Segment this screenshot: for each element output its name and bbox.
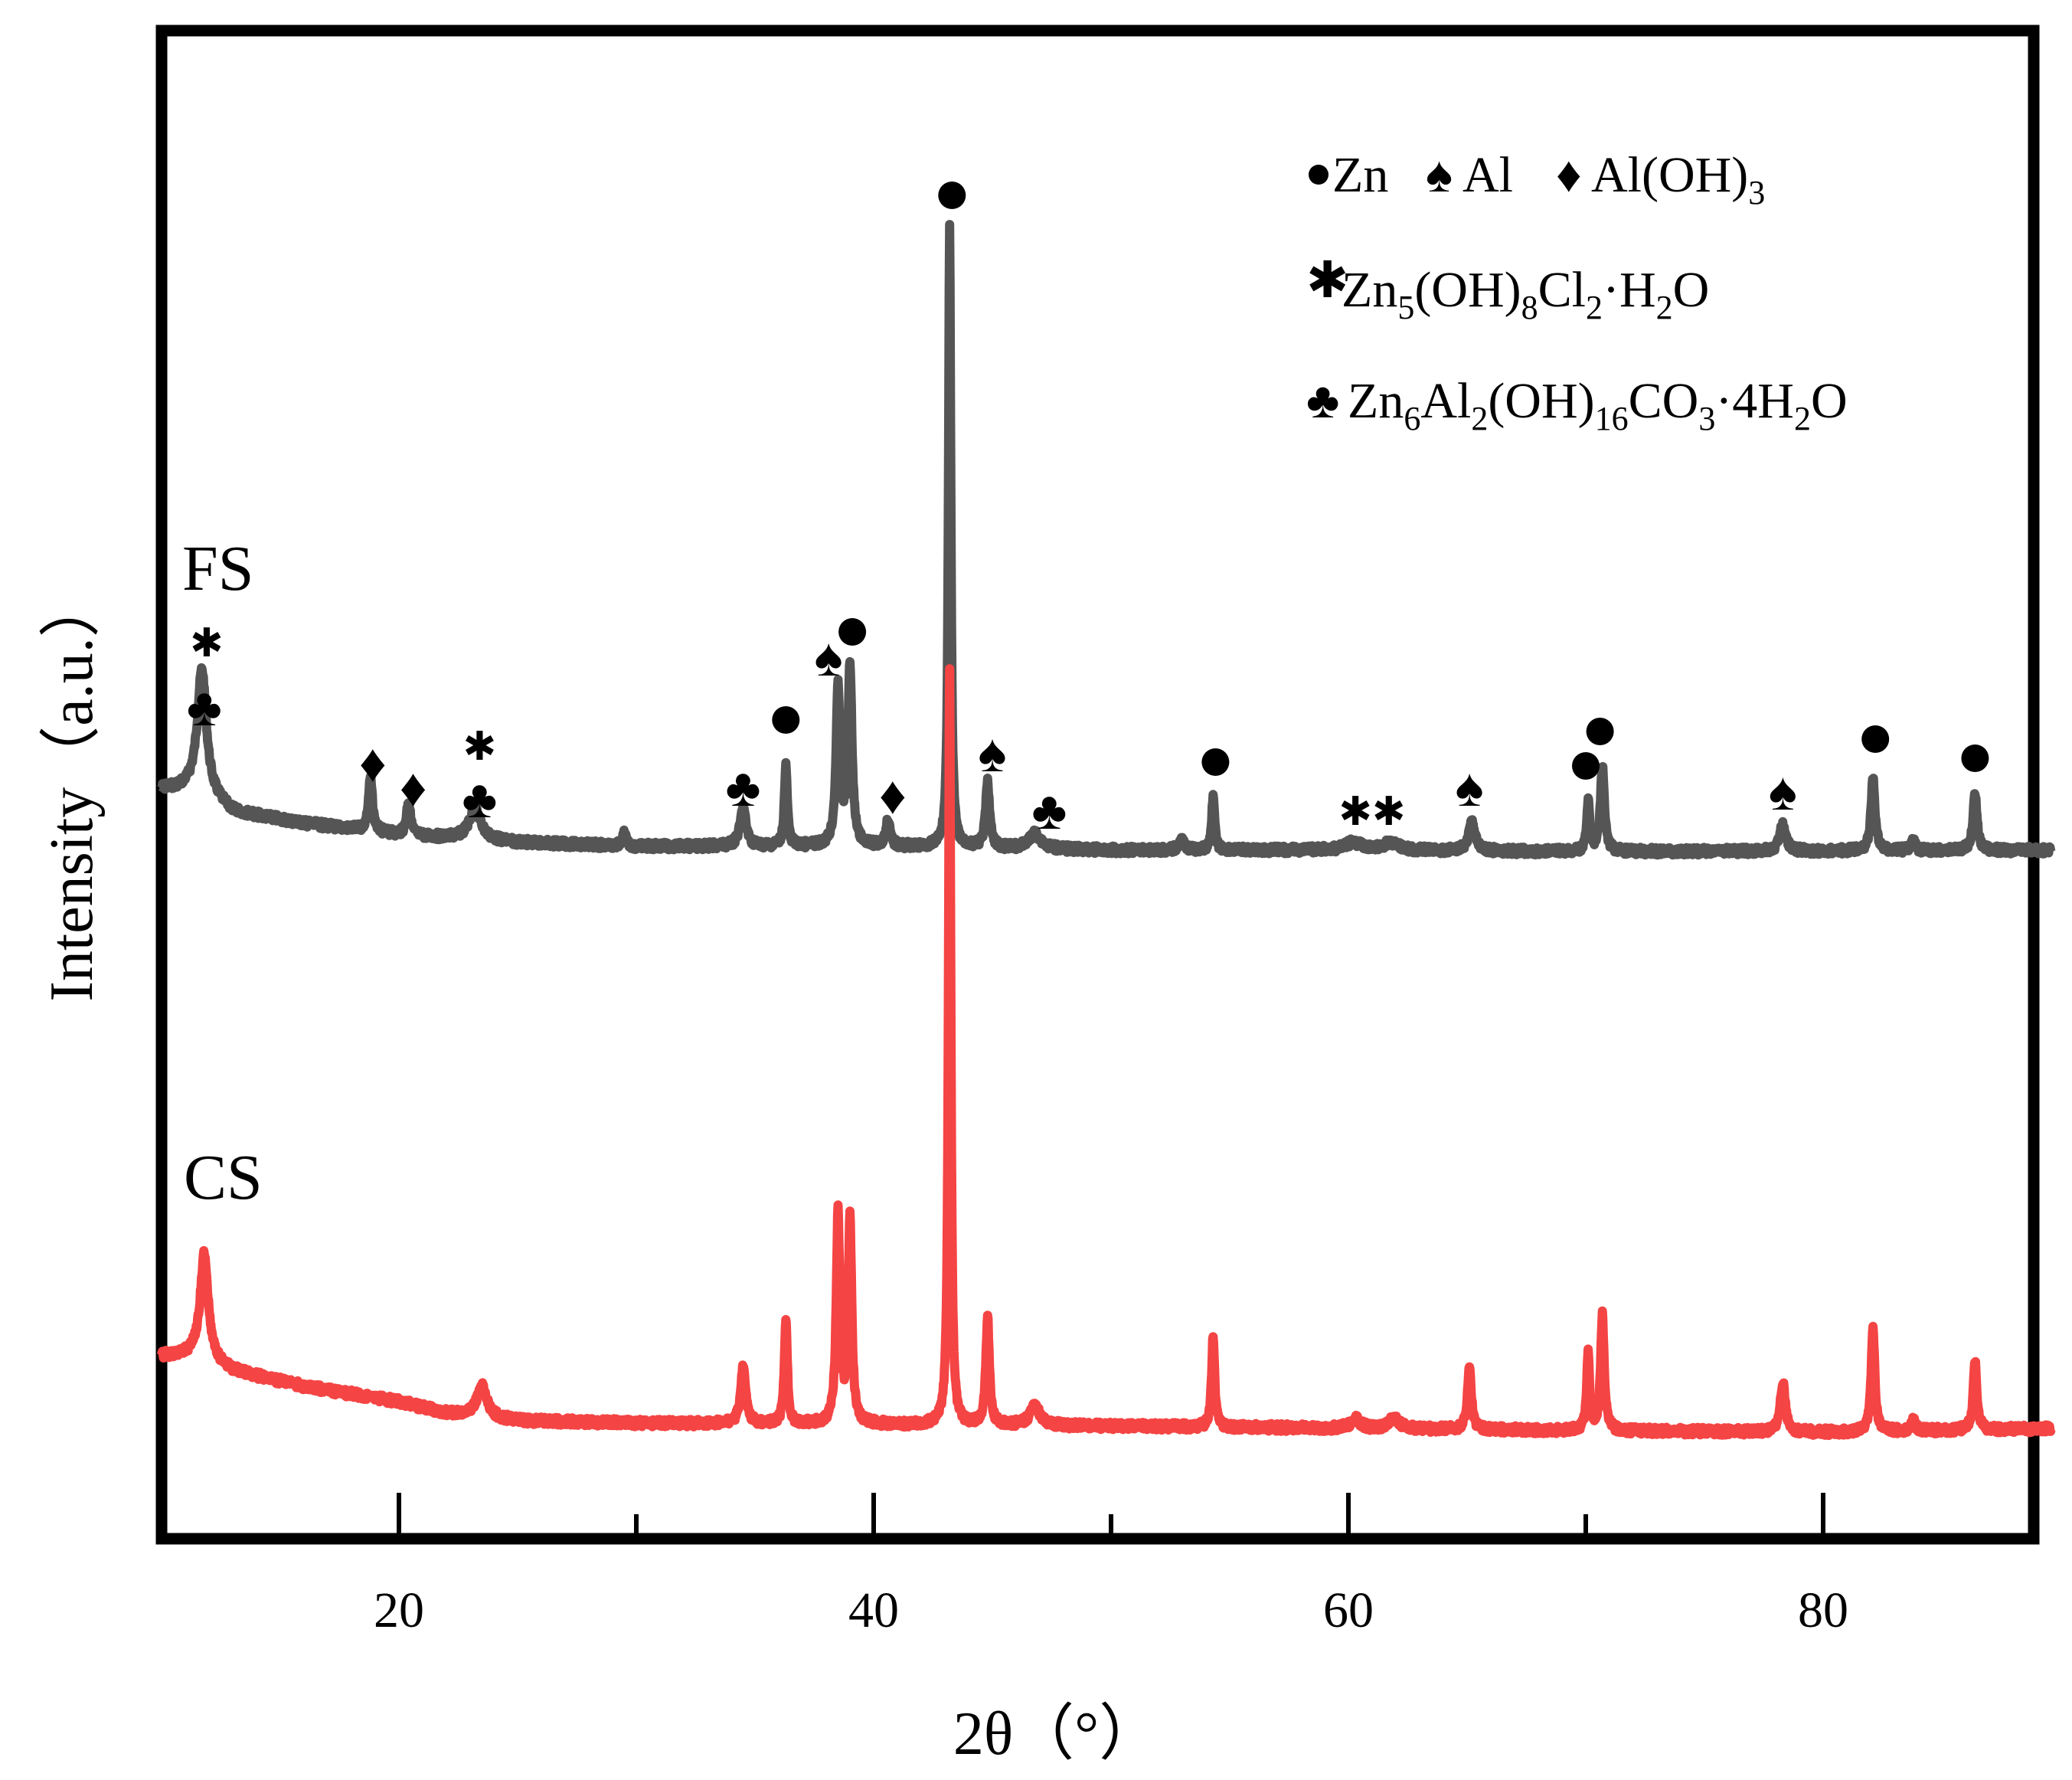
x-tick-labels: 20 40 60 80 [374,1582,1848,1638]
x-tick-label-80: 80 [1798,1582,1848,1638]
club-icon: ♣ [726,759,761,818]
x-tick-label-40: 40 [848,1582,899,1638]
club-icon: ♣ [462,771,497,829]
legend-row-1: Zn ♠ Al ♦ Al(OH)3 [1309,147,1765,211]
asterisk-icon: ✱ [190,622,224,666]
spade-icon: ♠ [1426,147,1453,203]
circle-icon [1861,725,1890,753]
diamond-icon: ♦ [359,735,387,793]
phase-markers: ✱♣♦ ♦✱♣ ♣♠♦♠♣ ✱✱ ♠ ♠ [187,182,1989,841]
diamond-icon: ♦ [400,759,427,818]
x-axis-ticks [397,1493,1825,1539]
circle-icon [838,618,867,646]
circle-icon [772,706,800,734]
legend-label-al: Al [1462,147,1513,203]
spade-icon: ♠ [815,629,843,688]
series-label-cs: CS [184,1142,263,1213]
circle-icon [938,182,966,209]
diamond-icon: ♦ [879,767,907,826]
asterisk-icon: ✱✱ [1338,790,1405,834]
series-label-fs: FS [182,533,253,604]
subscript: 3 [1748,174,1765,211]
svg-text:Al(OH)3: Al(OH)3 [1591,147,1765,211]
series-curves [157,220,2056,1441]
asterisk-icon: ✱ [1306,253,1348,309]
spade-icon: ♠ [1456,759,1484,818]
svg-text:Al: Al [1462,147,1513,203]
x-tick-label-60: 60 [1323,1582,1374,1638]
legend-label-zn6al2oh16co3: Zn6Al2(OH)16CO3·4H2O [1348,373,1848,437]
legend-label-zn5oh8cl2: Zn5(OH)8Cl2·H2O [1342,262,1709,326]
y-axis-title: Intensity（a.u.） [38,576,106,1001]
svg-text:Zn: Zn [1332,147,1388,203]
club-icon: ♣ [1306,373,1339,429]
legend-row-2: ✱ Zn5(OH)8Cl2·H2O [1306,253,1709,326]
series-fs-line [157,220,2056,860]
club-icon: ♣ [187,679,222,738]
series-cs-line [157,664,2056,1441]
legend-label-aloh3: Al(OH) [1591,147,1748,203]
plot-frame [155,25,2040,1545]
circle-icon [1961,744,1989,772]
x-axis-title: 2θ（°） [953,1700,1160,1768]
legend-row-3: ♣ Zn6Al2(OH)16CO3·4H2O [1306,373,1848,437]
circle-icon [1309,165,1328,185]
club-icon: ♣ [1031,782,1067,841]
spade-icon: ♠ [978,725,1006,784]
circle-icon [1586,718,1614,745]
spade-icon: ♠ [1769,763,1797,822]
asterisk-icon: ✱ [463,725,497,769]
legend-label-zn: Zn [1332,147,1388,203]
x-tick-label-20: 20 [374,1582,424,1638]
circle-icon [1572,752,1600,780]
circle-icon [1201,748,1230,776]
legend: Zn ♠ Al ♦ Al(OH)3 ✱ Zn5(OH)8Cl2·H2O ♣ Zn… [1306,147,1848,437]
diamond-icon: ♦ [1556,147,1582,203]
